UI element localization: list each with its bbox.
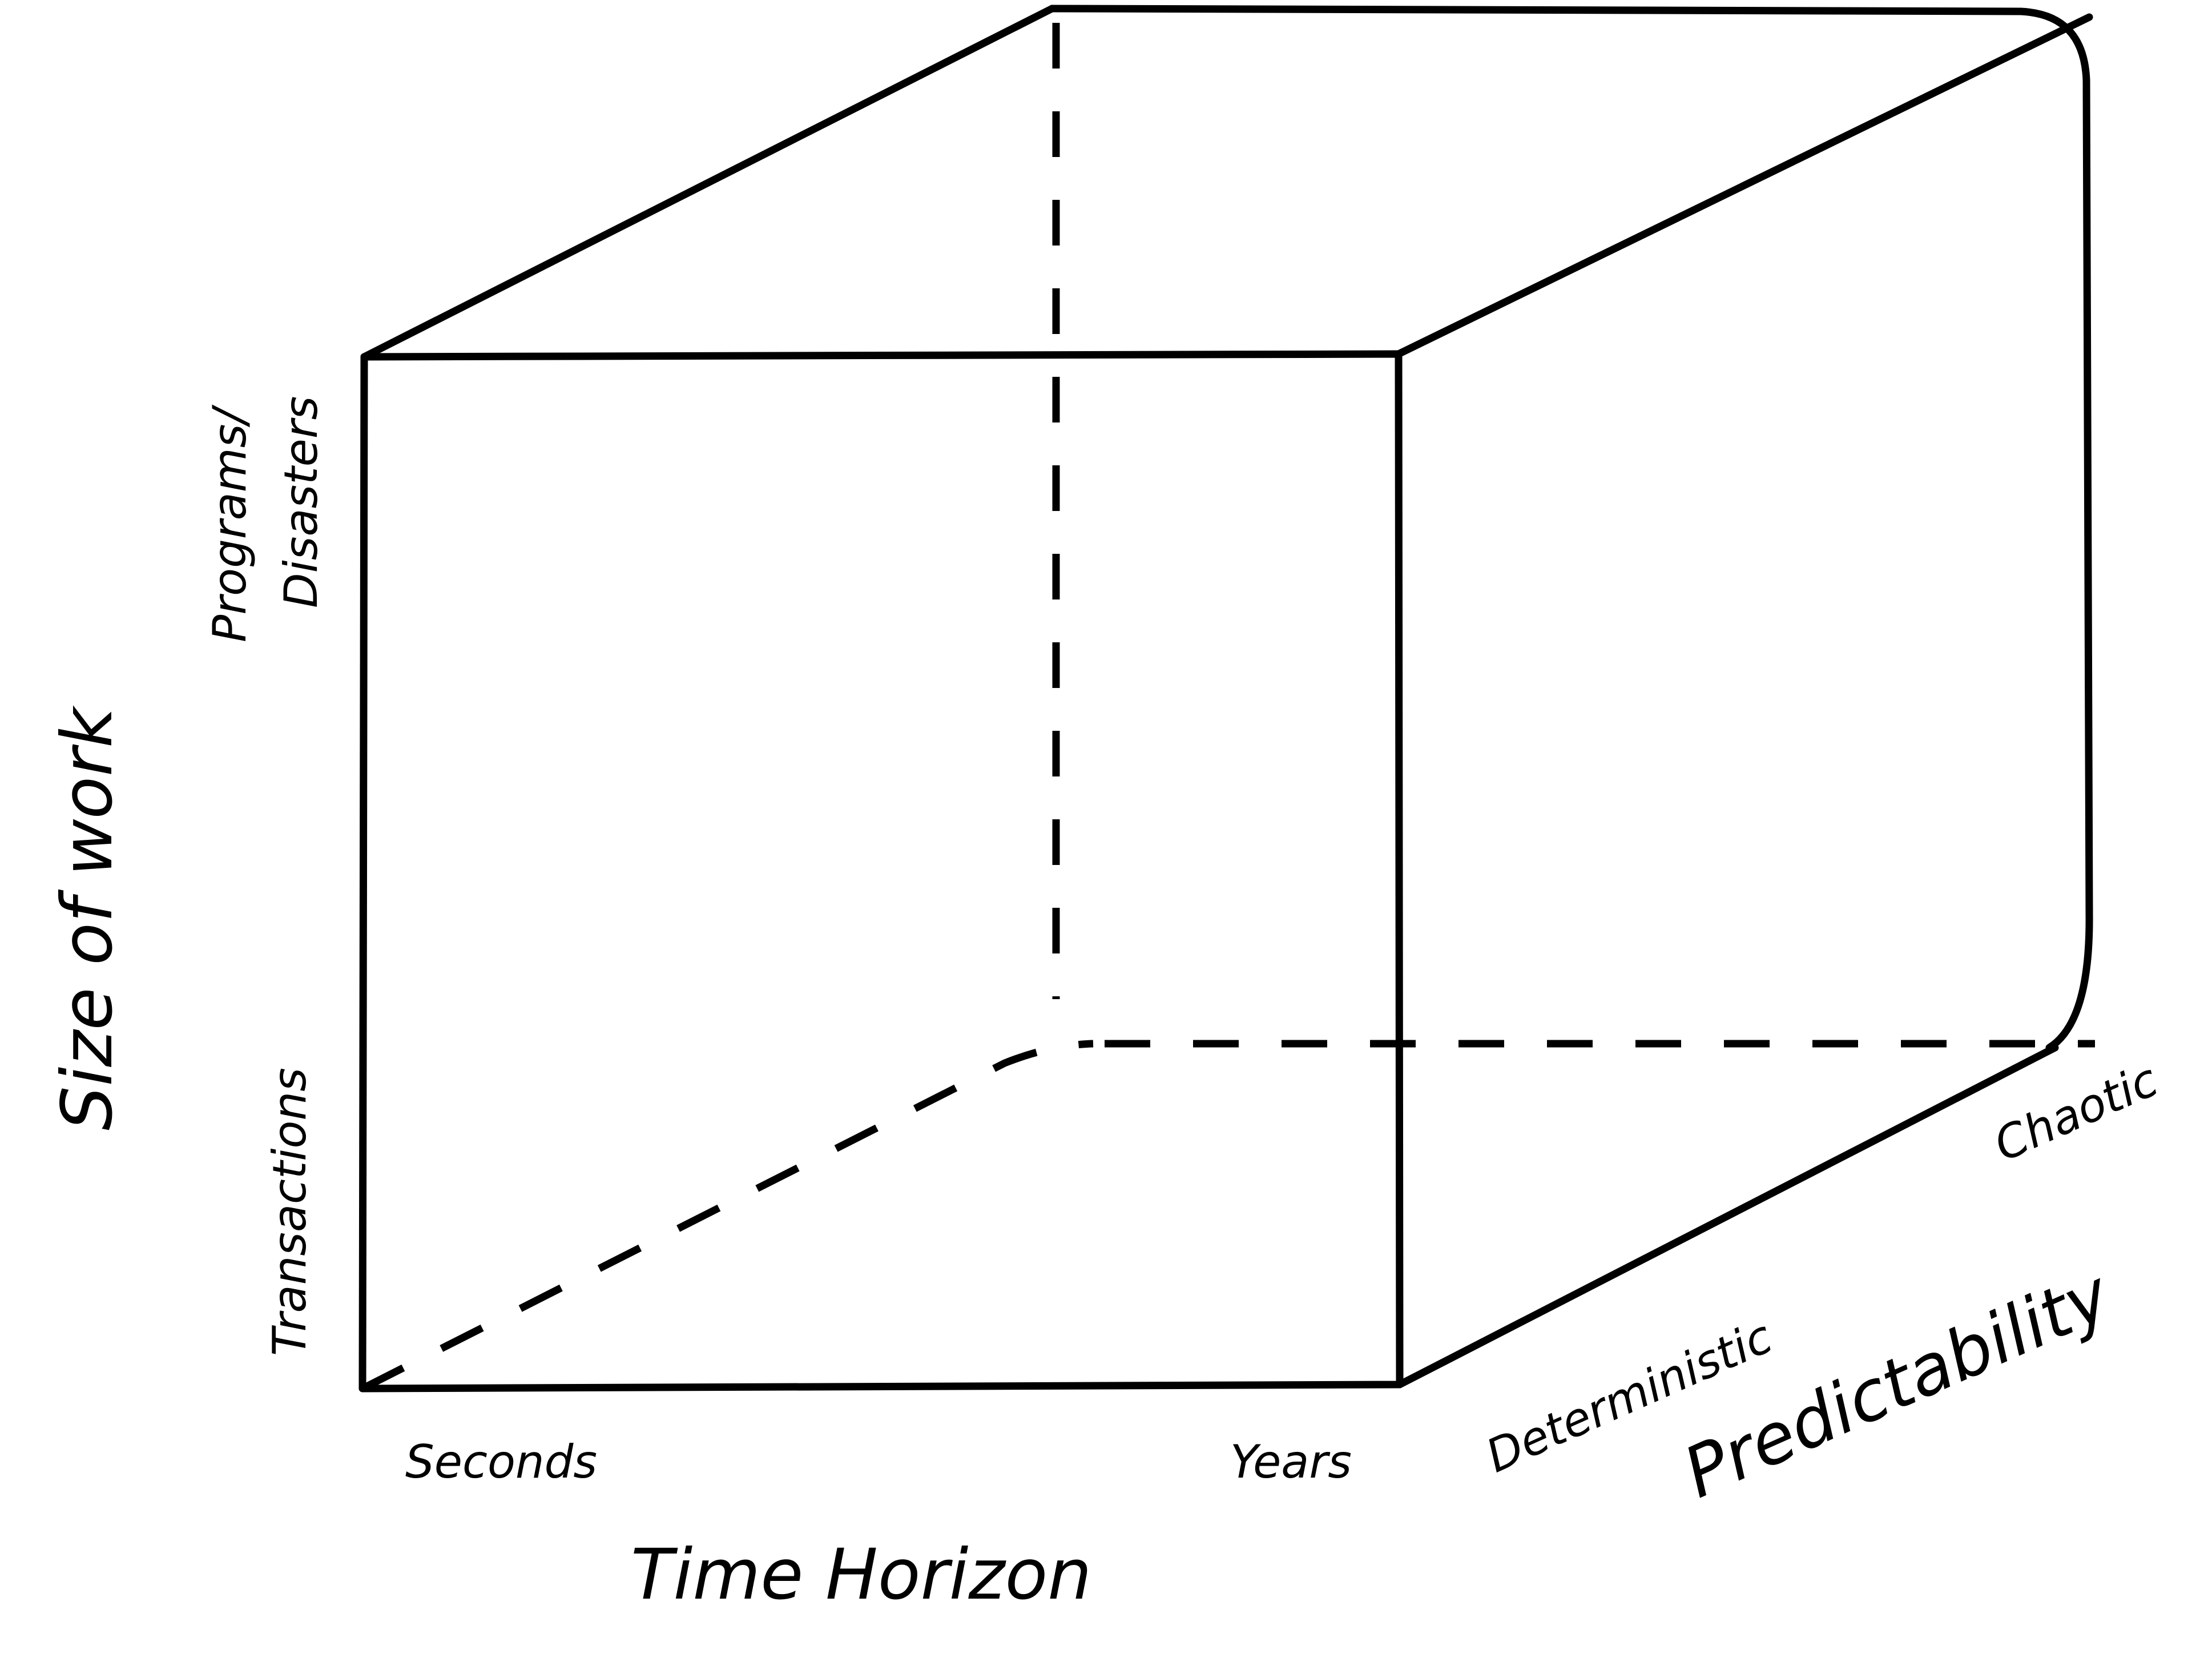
visible-edges [358, 5, 2093, 1393]
hidden-depth-edge [361, 1040, 1094, 1392]
vertical-low-label: Transactions [263, 1068, 316, 1356]
top-right-depth-edge [1395, 13, 2093, 358]
depth-axis-title: Predictability [1672, 1254, 2122, 1514]
vertical-axis-title: Size of work [47, 705, 128, 1130]
bottom-right-depth-edge [1396, 1044, 2059, 1389]
horizontal-high-label: Years [1230, 1435, 1352, 1488]
hidden-edges [361, 23, 2095, 1392]
horizontal-axis-title: Time Horizon [631, 1534, 1092, 1615]
vertical-high-label-line1: Programs/ [203, 404, 256, 642]
horizontal-low-label: Seconds [405, 1435, 597, 1488]
front-face-edge [358, 350, 1404, 1393]
vertical-high-label-line2: Disasters [275, 396, 328, 608]
top-left-depth-edge [360, 5, 1056, 361]
top-back-edge [1048, 5, 2093, 1052]
